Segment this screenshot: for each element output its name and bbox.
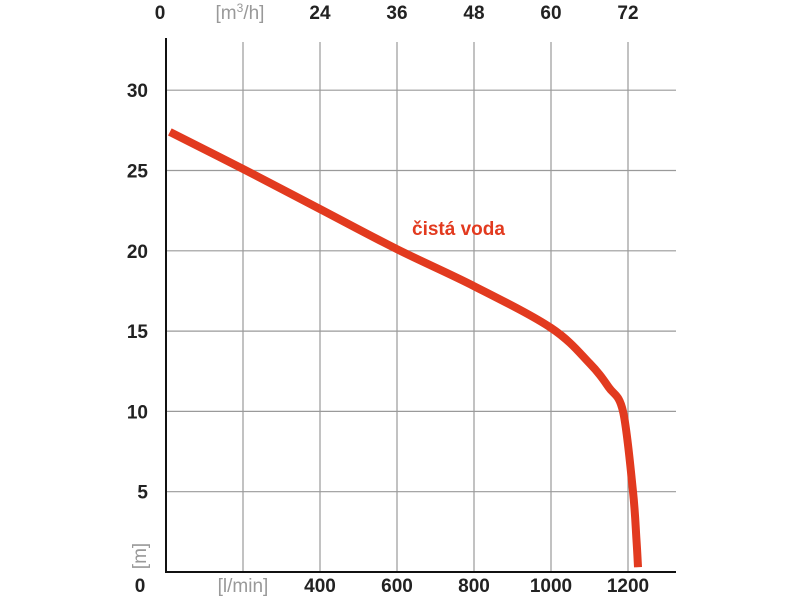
y-tick-labels: 5 10 15 20 25 30	[127, 81, 149, 504]
y-tick-label: 30	[127, 81, 148, 102]
x-tick-label: 0	[135, 576, 146, 597]
superscript-3: 3	[237, 1, 244, 15]
x-tick-label: 1000	[530, 576, 572, 597]
top-tick-label: 72	[617, 3, 638, 24]
y-tick-label: 5	[137, 483, 148, 504]
top-axis-unit-label: [m3/h]	[216, 1, 265, 24]
y-tick-label: 20	[127, 242, 148, 263]
series-line-cista-voda	[168, 128, 643, 568]
top-tick-label: 24	[309, 3, 331, 24]
y-axis-unit-label: [m]	[130, 543, 151, 569]
top-tick-label: 0	[155, 3, 166, 24]
top-tick-labels: 0 24 36 48 60 72	[155, 3, 639, 24]
y-tick-label: 25	[127, 162, 149, 183]
x-tick-label: 800	[458, 576, 490, 597]
top-tick-label: 36	[386, 3, 407, 24]
y-tick-label: 15	[127, 322, 149, 343]
top-tick-label: 60	[540, 3, 561, 24]
series-label: čistá voda	[412, 219, 505, 240]
y-tick-label: 10	[127, 402, 148, 423]
x-tick-label: 600	[381, 576, 413, 597]
grid	[166, 42, 676, 572]
x-tick-label: 400	[304, 576, 336, 597]
x-axis-unit-label: [l/min]	[218, 576, 269, 597]
x-tick-label: 1200	[607, 576, 649, 597]
x-tick-labels: 0 400 600 800 1000 1200	[135, 576, 649, 597]
top-tick-label: 48	[463, 3, 484, 24]
